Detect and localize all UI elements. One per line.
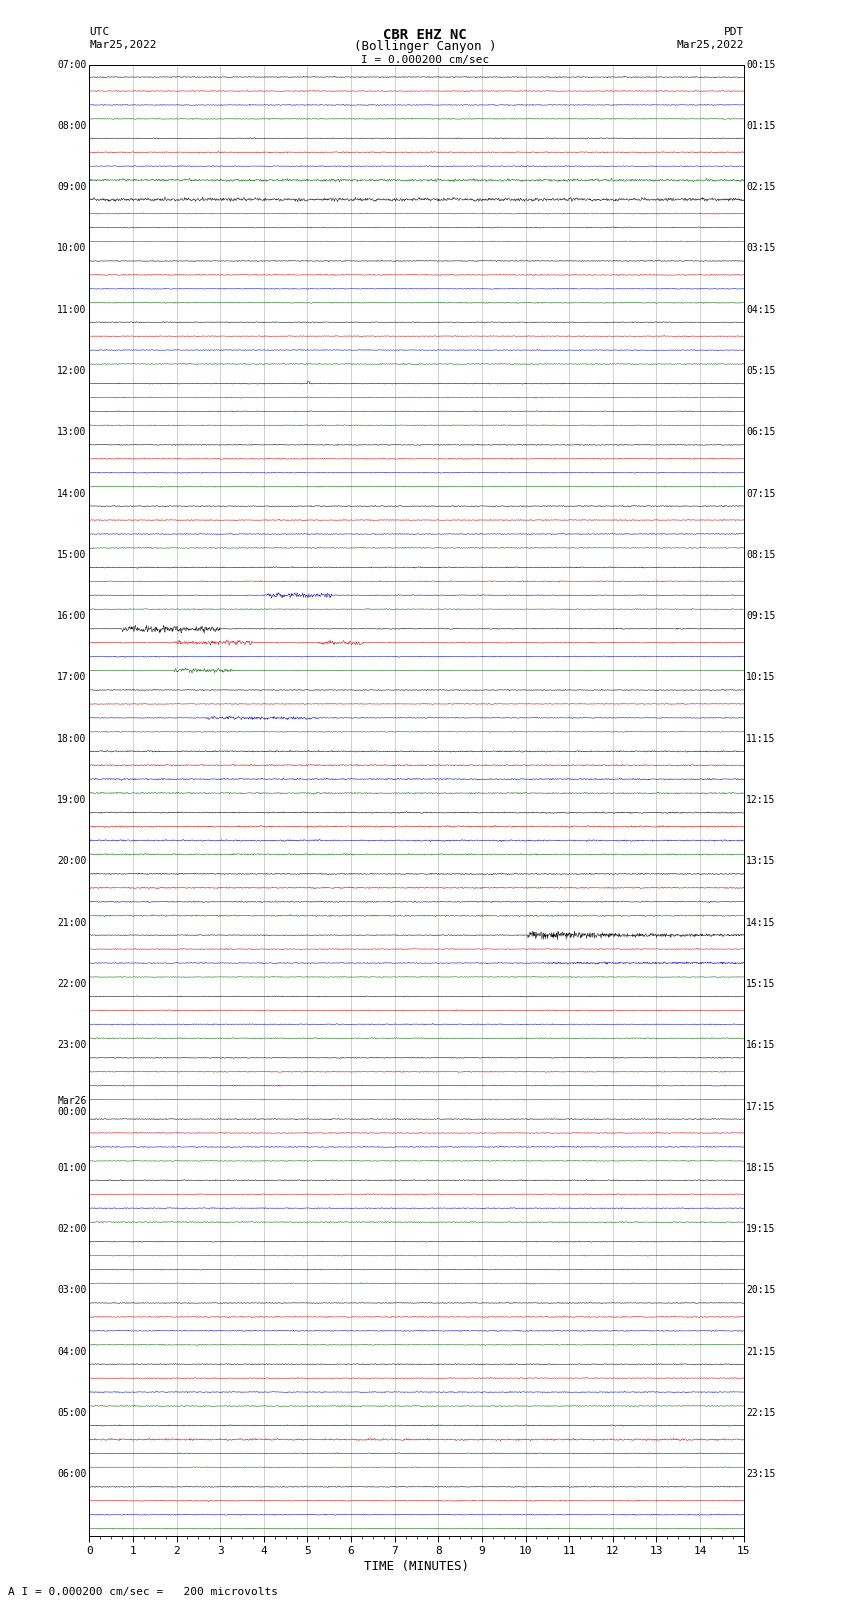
Text: 05:15: 05:15	[746, 366, 776, 376]
Text: 05:00: 05:00	[57, 1408, 87, 1418]
Text: 06:15: 06:15	[746, 427, 776, 437]
Text: 12:00: 12:00	[57, 366, 87, 376]
Text: PDT: PDT	[723, 27, 744, 37]
Text: 23:15: 23:15	[746, 1469, 776, 1479]
Text: 08:15: 08:15	[746, 550, 776, 560]
X-axis label: TIME (MINUTES): TIME (MINUTES)	[364, 1560, 469, 1573]
Text: 02:00: 02:00	[57, 1224, 87, 1234]
Text: I = 0.000200 cm/sec: I = 0.000200 cm/sec	[361, 55, 489, 65]
Text: 15:00: 15:00	[57, 550, 87, 560]
Text: 16:00: 16:00	[57, 611, 87, 621]
Text: 00:15: 00:15	[746, 60, 776, 69]
Text: 04:00: 04:00	[57, 1347, 87, 1357]
Text: 06:00: 06:00	[57, 1469, 87, 1479]
Text: 03:00: 03:00	[57, 1286, 87, 1295]
Text: 16:15: 16:15	[746, 1040, 776, 1050]
Text: CBR EHZ NC: CBR EHZ NC	[383, 27, 467, 42]
Text: (Bollinger Canyon ): (Bollinger Canyon )	[354, 40, 496, 53]
Text: 08:00: 08:00	[57, 121, 87, 131]
Text: 11:00: 11:00	[57, 305, 87, 315]
Text: 17:00: 17:00	[57, 673, 87, 682]
Text: 22:15: 22:15	[746, 1408, 776, 1418]
Text: 20:15: 20:15	[746, 1286, 776, 1295]
Text: 10:00: 10:00	[57, 244, 87, 253]
Text: 02:15: 02:15	[746, 182, 776, 192]
Text: 07:15: 07:15	[746, 489, 776, 498]
Text: 03:15: 03:15	[746, 244, 776, 253]
Text: 15:15: 15:15	[746, 979, 776, 989]
Text: 14:15: 14:15	[746, 918, 776, 927]
Text: 14:00: 14:00	[57, 489, 87, 498]
Text: 20:00: 20:00	[57, 857, 87, 866]
Text: UTC: UTC	[89, 27, 110, 37]
Text: 01:00: 01:00	[57, 1163, 87, 1173]
Text: 11:15: 11:15	[746, 734, 776, 744]
Text: 22:00: 22:00	[57, 979, 87, 989]
Text: Mar25,2022: Mar25,2022	[677, 40, 744, 50]
Text: Mar25,2022: Mar25,2022	[89, 40, 156, 50]
Text: 10:15: 10:15	[746, 673, 776, 682]
Text: 21:15: 21:15	[746, 1347, 776, 1357]
Text: 01:15: 01:15	[746, 121, 776, 131]
Text: 19:00: 19:00	[57, 795, 87, 805]
Text: 19:15: 19:15	[746, 1224, 776, 1234]
Text: Mar26
00:00: Mar26 00:00	[57, 1095, 87, 1118]
Text: 13:00: 13:00	[57, 427, 87, 437]
Text: 09:15: 09:15	[746, 611, 776, 621]
Text: 23:00: 23:00	[57, 1040, 87, 1050]
Text: 17:15: 17:15	[746, 1102, 776, 1111]
Text: A I = 0.000200 cm/sec =   200 microvolts: A I = 0.000200 cm/sec = 200 microvolts	[8, 1587, 279, 1597]
Text: 04:15: 04:15	[746, 305, 776, 315]
Text: 21:00: 21:00	[57, 918, 87, 927]
Text: 07:00: 07:00	[57, 60, 87, 69]
Text: 18:00: 18:00	[57, 734, 87, 744]
Text: 18:15: 18:15	[746, 1163, 776, 1173]
Text: 12:15: 12:15	[746, 795, 776, 805]
Text: 13:15: 13:15	[746, 857, 776, 866]
Text: 09:00: 09:00	[57, 182, 87, 192]
